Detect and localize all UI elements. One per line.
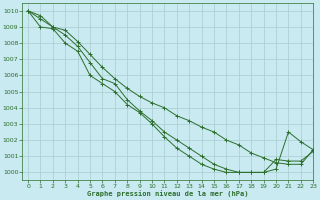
X-axis label: Graphe pression niveau de la mer (hPa): Graphe pression niveau de la mer (hPa) [87, 190, 248, 197]
